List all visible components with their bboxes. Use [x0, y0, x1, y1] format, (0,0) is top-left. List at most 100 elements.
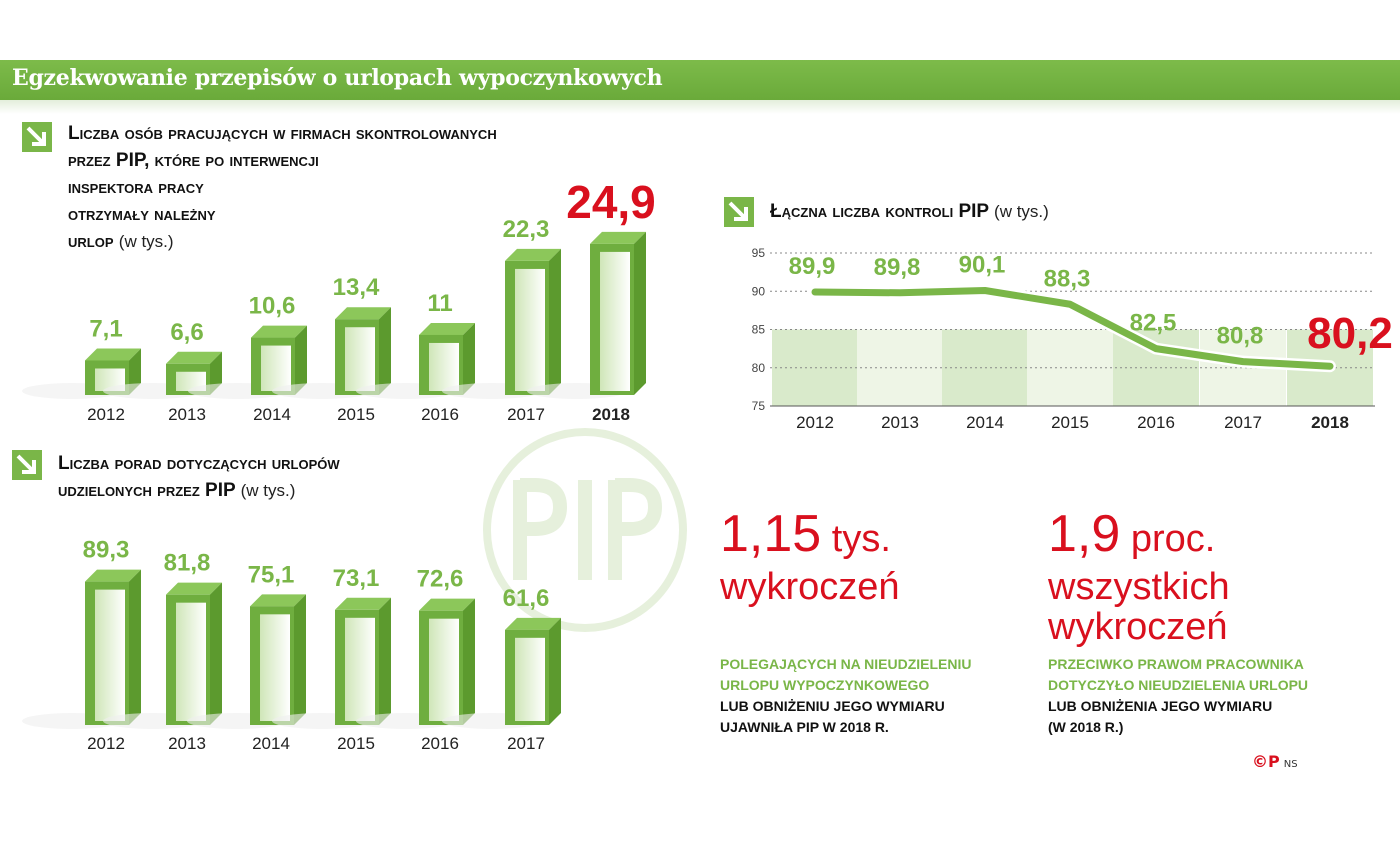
- data-label: 6,6: [170, 319, 203, 346]
- note-line: polegających na nieudzieleniu: [720, 656, 972, 672]
- bar-face: [345, 327, 375, 391]
- note-line: przeciwko prawom pracownika: [1048, 656, 1304, 672]
- arrow-icon: [22, 122, 52, 152]
- bar-chart-advice: 89,3 2012 81,8 2013 75,1 2014 73,1 2015 72,6 2016…: [22, 537, 561, 753]
- stat-number: 1,15: [720, 505, 822, 563]
- bar-face: [176, 602, 206, 721]
- data-label: 24,9: [566, 176, 656, 228]
- y-tick-label: 95: [752, 246, 766, 260]
- stat-2-note: przeciwko prawom pracownika dotyczyło ni…: [1048, 654, 1308, 738]
- y-tick-label: 85: [752, 323, 766, 337]
- bar-top: [419, 598, 475, 611]
- bar-face: [345, 617, 375, 721]
- header-shadow: [0, 100, 1400, 114]
- year-label: 2014: [253, 405, 291, 424]
- data-label: 88,3: [1044, 265, 1091, 292]
- year-label: 2018: [1311, 413, 1349, 432]
- year-label: 2013: [881, 413, 919, 432]
- header-bar: Egzekwowanie przepisów o urlopach wypocz…: [0, 60, 1400, 100]
- bar-top: [251, 325, 307, 338]
- bar-top: [85, 348, 141, 361]
- data-label: 61,6: [503, 585, 550, 612]
- stat-number: 1,9: [1048, 505, 1121, 563]
- data-label: 10,6: [249, 293, 296, 320]
- stat-text: wykroczeń: [720, 566, 900, 608]
- unit-label: (w tys.): [118, 232, 174, 251]
- bar-top: [419, 322, 475, 335]
- data-label: 89,3: [83, 537, 130, 564]
- pip-watermark-logo: [483, 428, 687, 632]
- year-label: 2016: [421, 734, 459, 753]
- note-line: ujawniła PIP w 2018 r.: [720, 719, 889, 735]
- unit-label: (w tys.): [240, 481, 296, 500]
- year-label: 2012: [87, 405, 125, 424]
- bar-side: [379, 597, 391, 725]
- data-label: 7,1: [89, 315, 122, 342]
- data-label: 90,1: [959, 251, 1006, 278]
- bar-top: [505, 617, 561, 630]
- bar-top: [85, 569, 141, 582]
- data-label: 11: [427, 290, 452, 317]
- arrow-icon: [724, 197, 754, 227]
- data-label: 89,9: [789, 253, 836, 280]
- bar-side: [294, 594, 306, 725]
- year-label: 2012: [796, 413, 834, 432]
- data-label: 80,8: [1217, 323, 1264, 350]
- note-line: lub obniżenia jego wymiaru: [1048, 698, 1273, 714]
- stat-unit: proc.: [1130, 518, 1216, 560]
- stat-1: 1,15 tys. wykroczeń: [720, 506, 900, 607]
- watermark-ring: [483, 428, 687, 632]
- author: NS: [1283, 759, 1298, 770]
- bar-top: [166, 351, 222, 364]
- year-label: 2017: [507, 405, 545, 424]
- line-chart-inspections: 95 90 85 80 75 89,9 2012 89,8 2013 90,1 2014 88,3 20…: [752, 246, 1393, 432]
- title-line: przez PIP, które po interwencji: [68, 150, 319, 171]
- bar-side: [634, 231, 646, 395]
- title-line: udzielonych przez PIP: [58, 480, 236, 501]
- data-label: 73,1: [333, 565, 380, 592]
- year-label: 2018: [592, 405, 630, 424]
- title-line: otrzymały należny: [68, 204, 216, 225]
- year-label: 2015: [1051, 413, 1089, 432]
- bar-face: [95, 589, 125, 721]
- bar-face: [600, 251, 630, 391]
- year-label: 2013: [168, 734, 206, 753]
- y-tick-label: 90: [752, 284, 766, 298]
- chart1-title: Liczba osób pracujących w firmach skontr…: [68, 120, 497, 255]
- data-label: 80,2: [1307, 309, 1393, 358]
- bar-top: [335, 597, 391, 610]
- bar-top: [250, 594, 306, 607]
- bar-side: [295, 325, 307, 395]
- arrow-icon: [12, 450, 42, 480]
- year-label: 2014: [252, 734, 290, 753]
- credit: ©P NS: [1252, 752, 1298, 771]
- note-line: (w 2018 r.): [1048, 719, 1124, 735]
- stat-unit: tys.: [831, 518, 891, 560]
- data-label: 13,4: [333, 274, 380, 301]
- title-line: Łączna liczba kontroli PIP: [770, 201, 989, 222]
- year-label: 2014: [966, 413, 1004, 432]
- page-title: Egzekwowanie przepisów o urlopach wypocz…: [12, 65, 663, 91]
- y-tick-label: 80: [752, 361, 766, 375]
- chart2-title: Łączna liczba kontroli PIP (w tys.): [770, 198, 1049, 225]
- bar-side: [549, 248, 561, 395]
- year-label: 2015: [337, 734, 375, 753]
- stat-text: wykroczeń: [1048, 606, 1228, 648]
- bar-face: [515, 637, 545, 721]
- bar-side: [549, 617, 561, 725]
- watermark-letters: [513, 478, 663, 580]
- title-line: Liczba osób pracujących w firmach skontr…: [68, 123, 497, 144]
- title-line: urlop: [68, 231, 114, 252]
- y-tick-label: 75: [752, 399, 766, 413]
- bar-side: [463, 598, 475, 725]
- data-label: 22,3: [503, 216, 550, 243]
- title-line: inspektora pracy: [68, 177, 204, 198]
- bar-side: [210, 582, 222, 725]
- data-label: 75,1: [248, 561, 295, 588]
- data-label: 81,8: [164, 550, 211, 577]
- bar-top: [166, 582, 222, 595]
- bar-face: [429, 618, 459, 721]
- note-line: lub obniżeniu jego wymiaru: [720, 698, 945, 714]
- bar-side: [463, 322, 475, 395]
